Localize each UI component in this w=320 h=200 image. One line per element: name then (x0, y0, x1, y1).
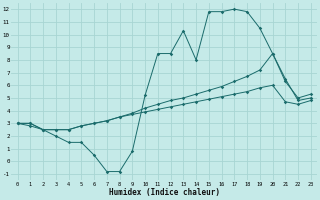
X-axis label: Humidex (Indice chaleur): Humidex (Indice chaleur) (109, 188, 220, 197)
